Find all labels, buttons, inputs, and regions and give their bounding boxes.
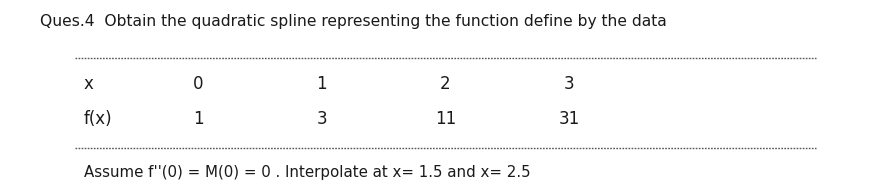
Text: x: x	[84, 75, 93, 93]
Text: 1: 1	[317, 75, 327, 93]
Text: 0: 0	[193, 75, 204, 93]
Text: Ques.4  Obtain the quadratic spline representing the function define by the data: Ques.4 Obtain the quadratic spline repre…	[40, 14, 667, 29]
Text: 3: 3	[564, 75, 574, 93]
Text: 3: 3	[317, 110, 327, 128]
Text: 31: 31	[558, 110, 579, 128]
Text: 1: 1	[193, 110, 204, 128]
Text: f(x): f(x)	[84, 110, 112, 128]
Text: 11: 11	[435, 110, 456, 128]
Text: Assume f''(0) = M(0) = 0 . Interpolate at x= 1.5 and x= 2.5: Assume f''(0) = M(0) = 0 . Interpolate a…	[84, 165, 530, 180]
Text: 2: 2	[440, 75, 451, 93]
